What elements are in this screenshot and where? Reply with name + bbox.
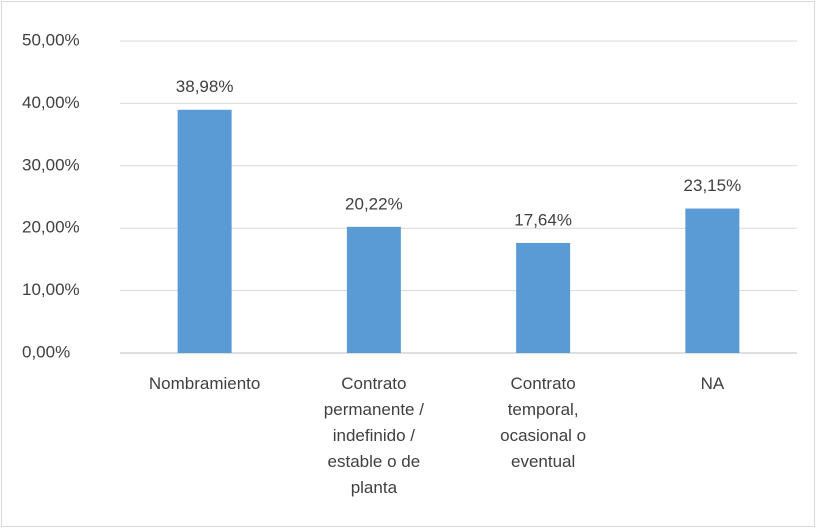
y-tick-label: 40,00% bbox=[22, 93, 80, 112]
y-tick-label: 50,00% bbox=[22, 30, 80, 49]
y-tick-label: 10,00% bbox=[22, 280, 80, 299]
bar bbox=[685, 208, 740, 353]
y-tick-label: 30,00% bbox=[22, 155, 80, 174]
y-tick-label: 20,00% bbox=[22, 218, 80, 237]
bar bbox=[516, 242, 571, 353]
x-tick-label: Contrato temporal, ocasional o eventual bbox=[500, 374, 587, 471]
y-tick-label: 0,00% bbox=[22, 342, 70, 361]
data-label: 17,64% bbox=[514, 210, 572, 229]
x-tick-label: Contrato permanente / indefinido / estab… bbox=[323, 374, 424, 497]
data-label: 38,98% bbox=[176, 77, 234, 96]
x-tick-label: Nombramiento bbox=[148, 374, 261, 393]
data-label: 20,22% bbox=[345, 194, 403, 213]
bar bbox=[177, 109, 232, 353]
data-label: 23,15% bbox=[684, 176, 742, 195]
bar bbox=[346, 226, 401, 353]
x-tick-label: NA bbox=[700, 374, 725, 393]
